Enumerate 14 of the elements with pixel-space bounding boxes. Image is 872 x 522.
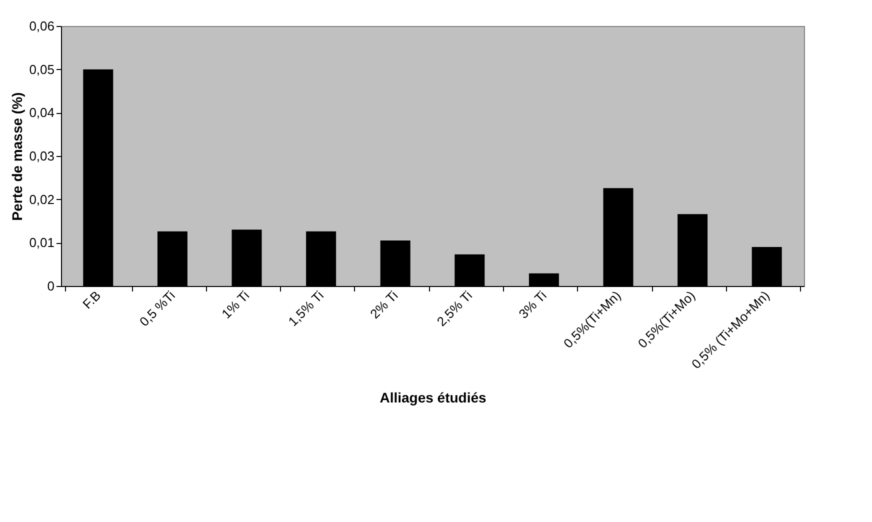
x-tick-label: 0,5 %Ti	[136, 288, 178, 330]
x-tick-label: 2% Ti	[367, 288, 401, 322]
x-tick-label: 1% Ti	[218, 288, 252, 322]
y-tick-label: 0,02	[29, 192, 54, 207]
y-tick-label: 0,01	[29, 235, 54, 250]
x-tick-label: F.B	[80, 288, 104, 312]
y-tick-label: 0,03	[29, 148, 54, 164]
y-tick-label: 0,06	[29, 18, 54, 34]
x-tick-label: 3% Ti	[516, 288, 550, 322]
x-axis-title: Alliages étudiés	[380, 390, 487, 406]
y-tick-label: 0	[47, 278, 54, 294]
y-tick-label: 0,04	[29, 105, 54, 120]
y-tick-label: 0,05	[29, 62, 54, 77]
y-axis-title: Perte de masse (%)	[9, 92, 26, 221]
